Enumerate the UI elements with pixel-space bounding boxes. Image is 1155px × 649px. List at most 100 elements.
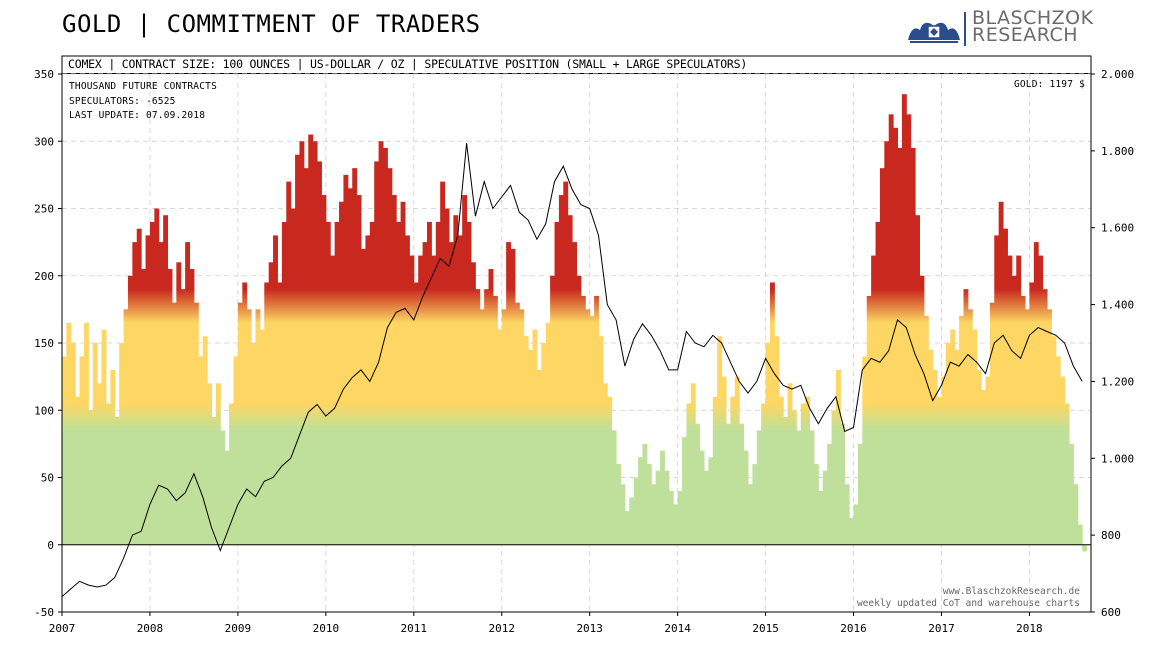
position-bar bbox=[554, 221, 560, 545]
position-bar bbox=[154, 208, 160, 545]
y-right-tick-label: 1.600 bbox=[1101, 222, 1134, 235]
y-left-tick-label: 0 bbox=[47, 539, 54, 552]
position-bar bbox=[352, 168, 358, 545]
y-right-tick-label: 600 bbox=[1101, 606, 1121, 619]
position-bar bbox=[303, 168, 309, 545]
position-bar bbox=[492, 295, 498, 545]
position-bar bbox=[66, 322, 72, 545]
position-bar bbox=[119, 343, 125, 545]
position-bar bbox=[378, 141, 384, 545]
position-bar bbox=[448, 242, 454, 545]
position-bar bbox=[405, 235, 410, 545]
y-left-tick-label: 300 bbox=[34, 135, 54, 148]
position-bar bbox=[981, 390, 986, 545]
position-bar bbox=[717, 336, 723, 545]
position-bar bbox=[97, 383, 103, 545]
y-left-tick-label: 50 bbox=[41, 472, 54, 485]
position-bar bbox=[813, 464, 819, 545]
position-bar bbox=[611, 430, 617, 545]
position-bar bbox=[224, 450, 230, 545]
position-bar bbox=[321, 195, 327, 545]
x-tick-label: 2007 bbox=[49, 622, 76, 635]
position-bar bbox=[897, 147, 903, 545]
position-bar bbox=[844, 484, 850, 545]
position-bar bbox=[1016, 255, 1022, 545]
position-bar bbox=[255, 309, 261, 545]
position-bar bbox=[374, 161, 380, 545]
position-bar bbox=[937, 396, 942, 545]
position-bar bbox=[629, 497, 635, 545]
y-right-tick-label: 2.000 bbox=[1101, 68, 1134, 81]
position-bar bbox=[92, 343, 98, 545]
logo-line-1: BLASCHZOK bbox=[972, 7, 1094, 29]
position-bar bbox=[594, 295, 599, 545]
position-bar bbox=[822, 470, 828, 545]
position-bar bbox=[633, 477, 639, 545]
position-bar bbox=[167, 269, 173, 545]
position-bar bbox=[976, 369, 982, 545]
position-bar bbox=[928, 349, 934, 545]
position-bar bbox=[919, 275, 925, 545]
position-bar bbox=[726, 423, 731, 545]
position-bar bbox=[989, 302, 995, 545]
position-bar bbox=[290, 208, 296, 545]
position-bar bbox=[145, 235, 151, 545]
position-bar bbox=[616, 464, 621, 545]
y-right-tick-label: 1.000 bbox=[1101, 452, 1134, 465]
position-bar bbox=[207, 383, 213, 545]
position-bar bbox=[585, 309, 591, 545]
position-bar bbox=[202, 336, 208, 545]
position-bar bbox=[712, 396, 718, 545]
position-bar bbox=[343, 174, 349, 545]
position-bar bbox=[642, 443, 648, 545]
position-bar bbox=[1029, 282, 1035, 545]
x-tick-label: 2009 bbox=[225, 622, 252, 635]
position-bar bbox=[791, 410, 797, 545]
position-bar bbox=[75, 396, 81, 545]
position-bar bbox=[462, 195, 468, 545]
position-bar bbox=[1047, 309, 1052, 545]
position-bar bbox=[541, 343, 547, 545]
position-bar bbox=[325, 221, 331, 545]
position-bar bbox=[638, 457, 643, 545]
position-bar bbox=[572, 242, 577, 545]
position-bar bbox=[237, 302, 243, 545]
position-bar bbox=[893, 127, 899, 545]
page-title: GOLD | COMMITMENT OF TRADERS bbox=[62, 10, 481, 38]
position-bar bbox=[651, 484, 657, 545]
position-bar bbox=[409, 255, 415, 545]
position-bar bbox=[334, 221, 340, 545]
x-tick-label: 2008 bbox=[137, 622, 164, 635]
plot-frame bbox=[61, 55, 1092, 613]
credit-note: weekly updated CoT and warehouse charts bbox=[856, 598, 1080, 609]
position-bar bbox=[695, 423, 701, 545]
position-bar bbox=[686, 403, 692, 545]
position-bar bbox=[576, 275, 582, 545]
position-bar bbox=[985, 376, 991, 545]
position-bar bbox=[444, 208, 450, 545]
position-bar bbox=[1033, 242, 1039, 545]
x-tick-label: 2012 bbox=[488, 622, 515, 635]
position-bar bbox=[136, 228, 142, 545]
position-bar bbox=[1020, 295, 1026, 545]
position-bar bbox=[888, 114, 894, 545]
position-bar bbox=[602, 383, 608, 545]
position-bar bbox=[875, 221, 881, 545]
position-bar bbox=[550, 275, 556, 545]
position-bar bbox=[704, 470, 709, 545]
position-bar bbox=[528, 349, 534, 545]
logo-divider bbox=[964, 12, 966, 46]
position-bar bbox=[273, 235, 278, 545]
position-bar bbox=[229, 403, 234, 545]
position-bar bbox=[330, 255, 336, 545]
position-bar bbox=[299, 141, 305, 545]
position-bar bbox=[264, 282, 270, 545]
position-bar bbox=[457, 235, 463, 545]
x-tick-label: 2013 bbox=[576, 622, 603, 635]
position-bar bbox=[484, 289, 490, 545]
position-bar bbox=[176, 262, 182, 545]
position-bar bbox=[690, 383, 696, 545]
logo-text: BLASCHZOK RESEARCH bbox=[972, 7, 1094, 45]
position-bar bbox=[163, 215, 169, 545]
